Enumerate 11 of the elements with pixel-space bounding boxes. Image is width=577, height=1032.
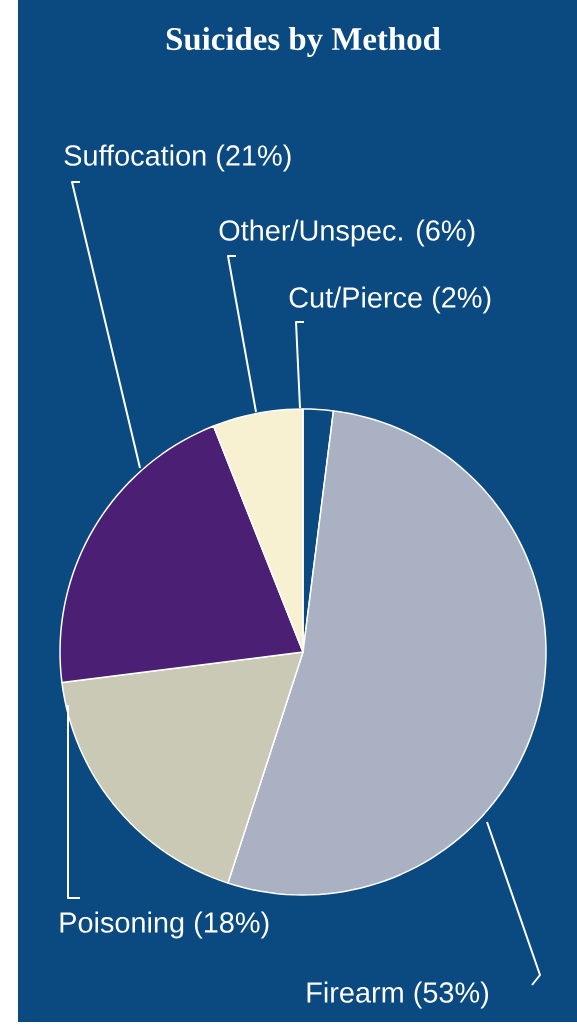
data-label: (2%) [432, 286, 491, 314]
slice-label: Cut/Pierce [289, 286, 422, 308]
data-label: (53%) [414, 981, 489, 1009]
slice-label: Other/Unspec. [219, 219, 402, 247]
data-label: (21%) [217, 144, 291, 172]
slice-label: Firearm [307, 981, 403, 1003]
slice-label: Suffocation [64, 144, 206, 166]
slice-label: Poisoning [60, 911, 184, 939]
chart-title: Suicides by Method [166, 27, 441, 57]
data-label: (6%) [416, 219, 475, 247]
data-label: (18%) [194, 911, 269, 939]
